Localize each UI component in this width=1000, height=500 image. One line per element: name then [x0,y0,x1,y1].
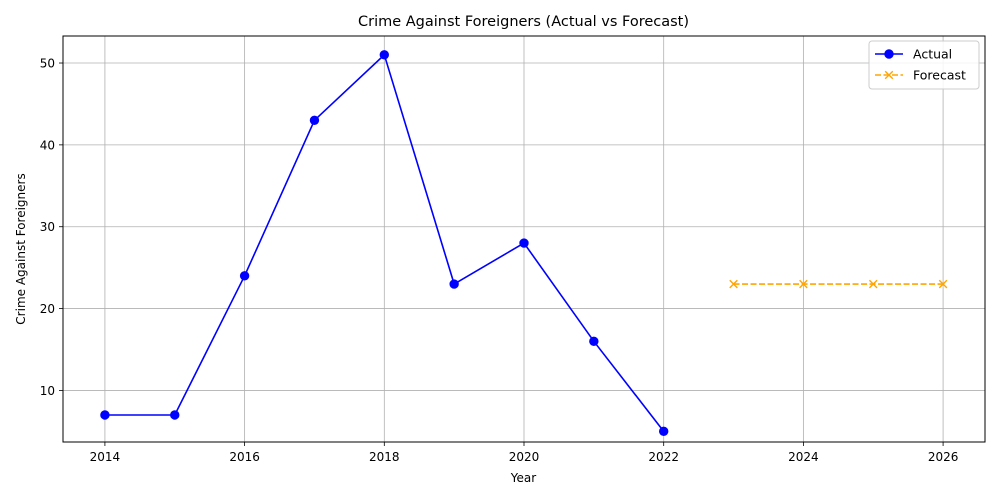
legend-marker-actual [884,49,894,59]
series-forecast [729,279,948,289]
data-point-actual [309,115,320,126]
x-axis-ticks: 2014 2016 2018 2020 2022 2024 2026 [90,442,959,464]
data-point-forecast [938,279,948,289]
data-point-actual [449,279,459,289]
data-point-actual [170,410,180,420]
data-point-forecast [729,279,738,289]
data-point-actual [519,238,529,248]
legend-label-actual: Actual [913,47,952,62]
x-axis-label: Year [510,471,536,485]
legend: Actual Forecast [868,40,980,90]
y-tick-label: 50 [40,57,55,71]
y-axis-label: Crime Against Foreigners [14,173,28,324]
series [100,50,948,437]
chart-title: Crime Against Foreigners (Actual vs Fore… [358,14,689,30]
data-point-actual [379,50,390,60]
x-tick-label: 2016 [229,450,260,464]
y-tick-label: 10 [40,384,55,398]
x-tick-label: 2018 [369,450,400,464]
legend-marker-forecast [884,70,894,80]
x-tick-label: 2026 [928,450,959,464]
y-axis-ticks: 10 20 30 40 50 [40,57,63,398]
x-tick-label: 2020 [509,450,540,464]
data-point-actual [239,271,250,281]
y-tick-label: 40 [40,138,55,152]
x-tick-label: 2014 [90,450,121,464]
y-tick-label: 30 [40,220,55,234]
legend-box [868,40,980,90]
series-actual [100,50,669,437]
legend-label-forecast: Forecast [913,68,966,83]
grid [63,36,985,442]
data-point-actual [658,426,669,437]
y-tick-label: 20 [40,302,55,316]
data-point-actual [100,410,110,420]
data-point-forecast [799,279,808,289]
data-point-actual [589,336,599,347]
data-point-forecast [868,279,878,289]
x-tick-label: 2022 [648,450,679,464]
x-tick-label: 2024 [788,450,819,464]
